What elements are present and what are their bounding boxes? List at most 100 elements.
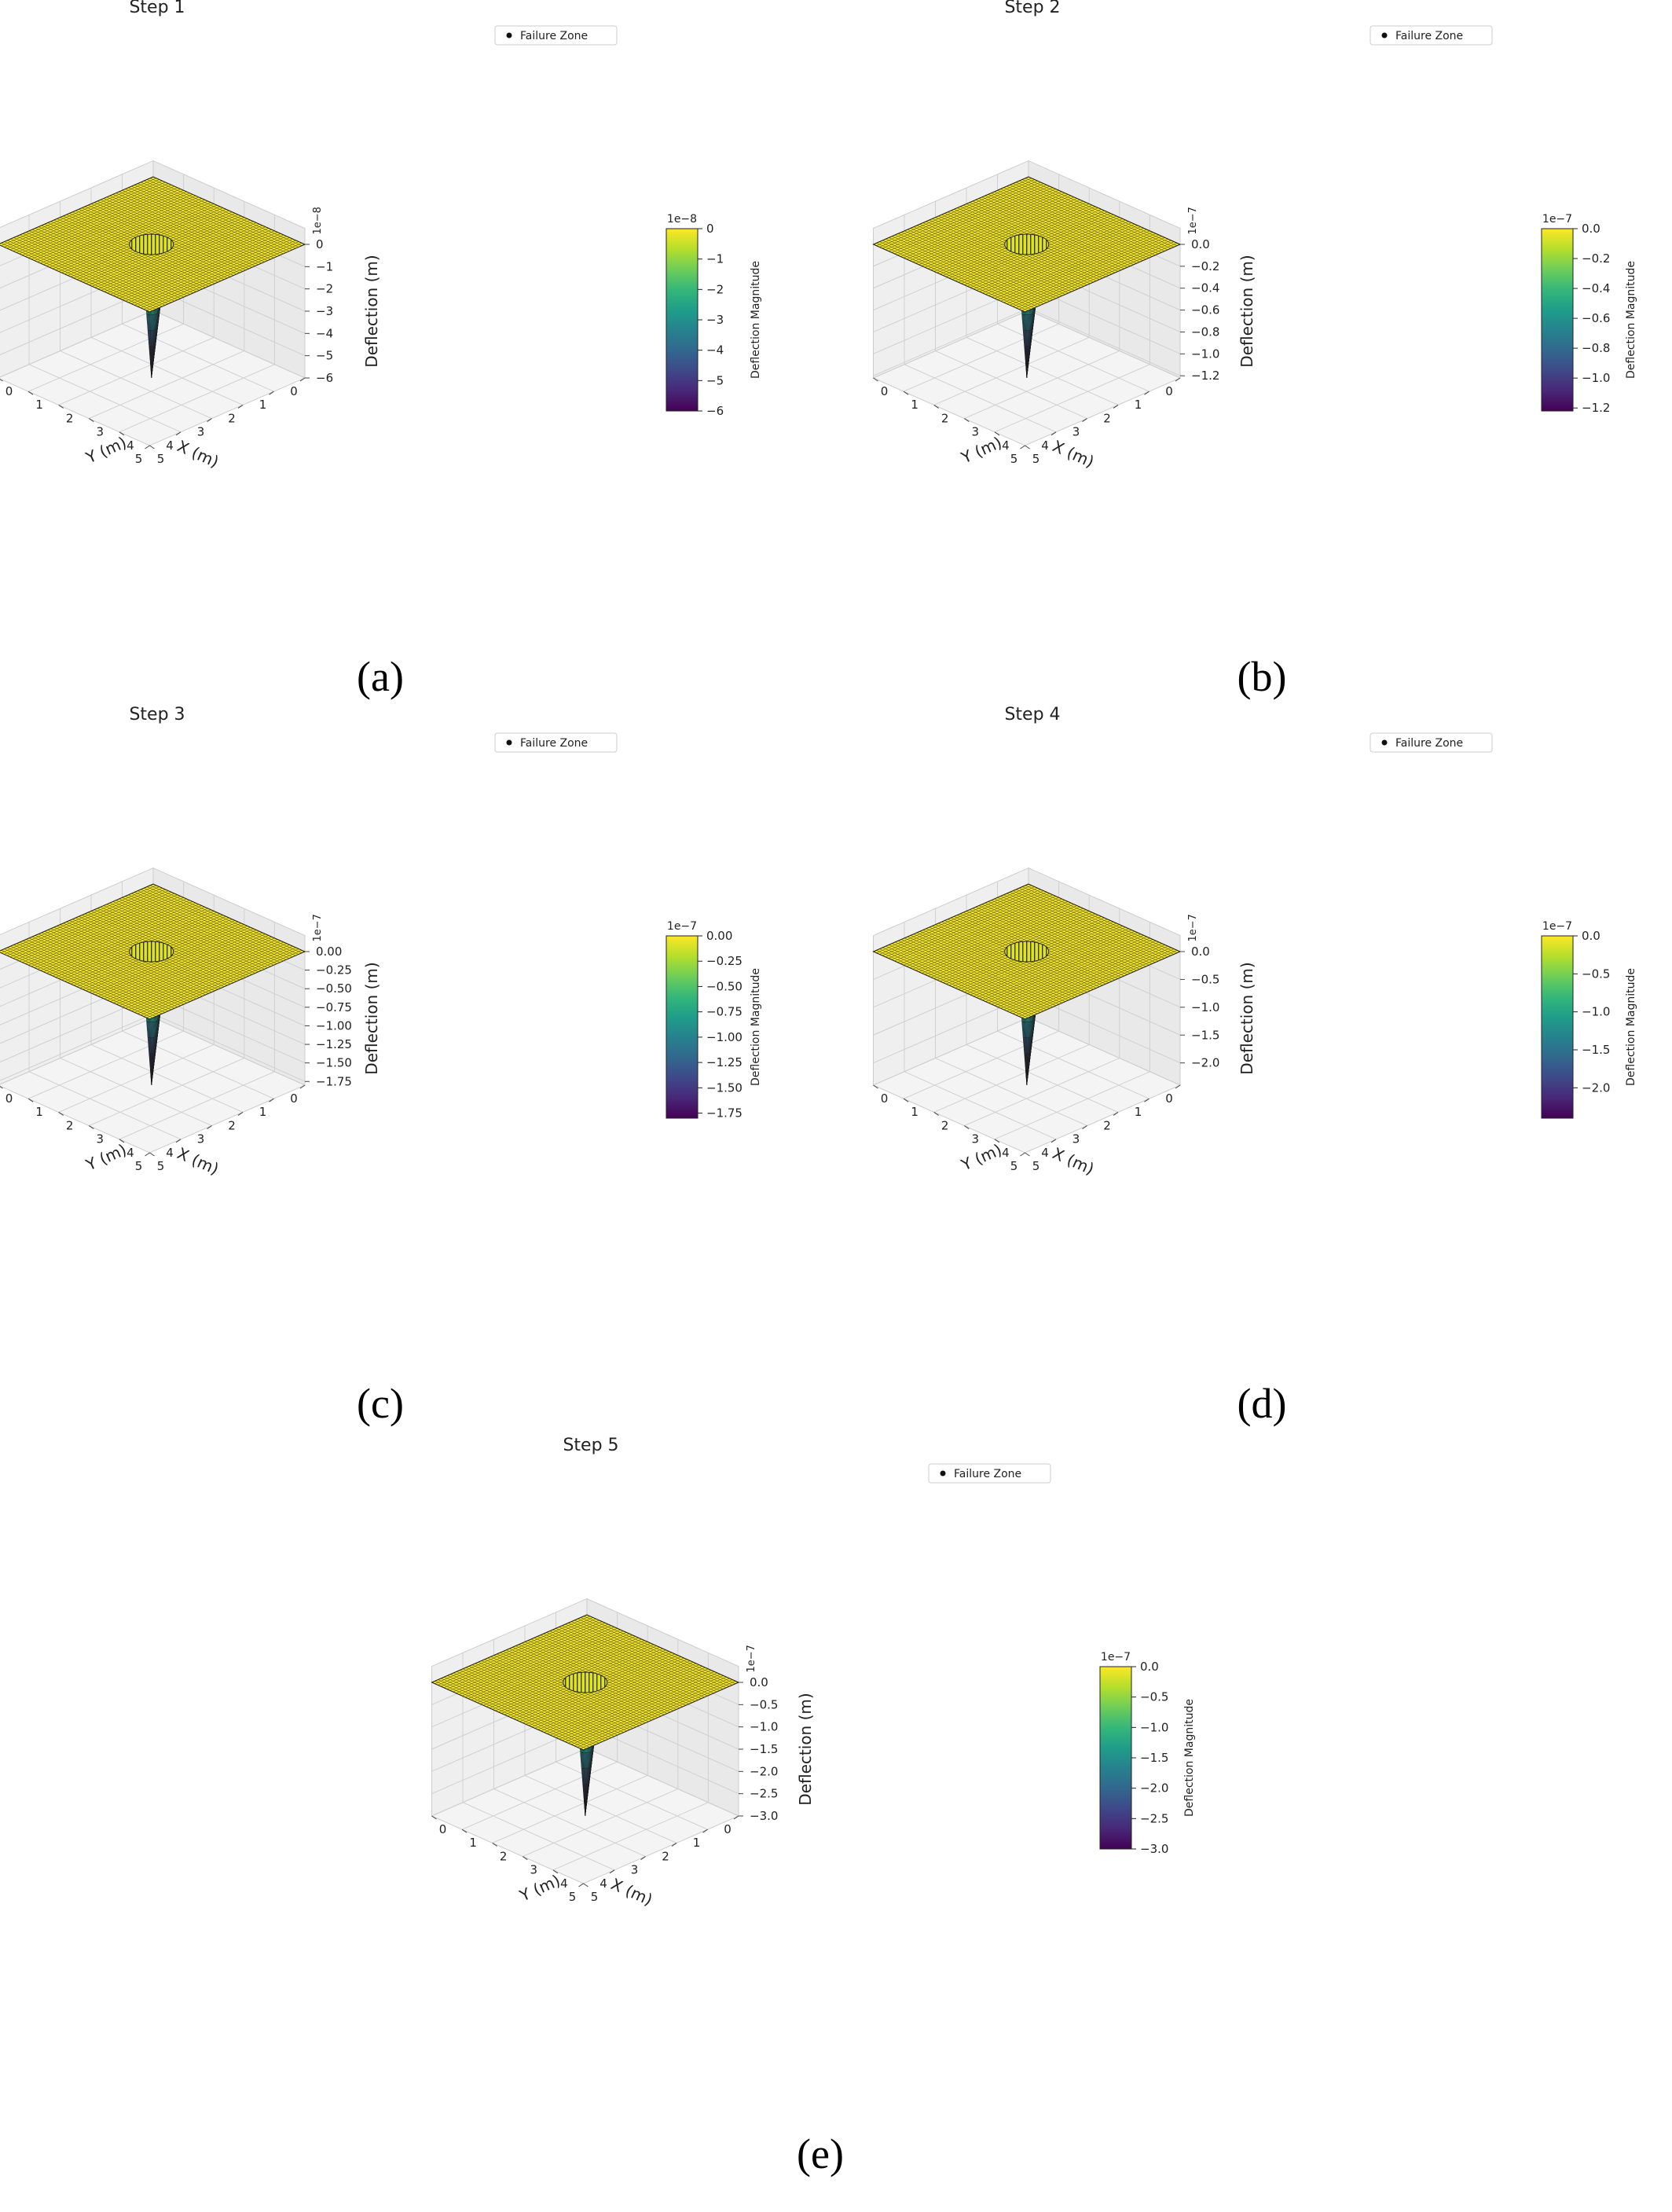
grid-line — [152, 1013, 306, 1082]
y-tick-label: 2 — [66, 1118, 74, 1132]
z-tick-label: −0.75 — [316, 1000, 352, 1014]
surface-mesh-line — [979, 223, 1135, 292]
x-tick-mark — [1175, 1084, 1181, 1089]
z-tick-label: −0.5 — [1191, 972, 1219, 986]
colorbar-tick-label: −0.5 — [1582, 967, 1610, 981]
z-tick-label: −1.00 — [316, 1018, 352, 1033]
y-tick-label: 3 — [972, 425, 980, 439]
x-tick-mark — [1050, 431, 1057, 436]
colorbar-offset-label: 1e−7 — [667, 920, 697, 933]
y-tick-mark — [1025, 1152, 1030, 1157]
surface-mesh-line — [976, 222, 1132, 291]
chart-title: Step 1 — [129, 0, 185, 17]
surface-mesh-line — [125, 233, 281, 302]
surface-mesh-line — [137, 945, 293, 1014]
legend-label: Failure Zone — [520, 30, 588, 42]
grid-line — [493, 1788, 646, 1858]
grid-line — [964, 350, 1120, 420]
colorbar-tick-label: −1.5 — [1140, 1751, 1168, 1765]
y-tick-mark — [903, 1098, 909, 1102]
y-tick-label: 0 — [881, 384, 889, 398]
surface-mesh-line — [932, 218, 1084, 287]
surface-mesh-line — [143, 948, 299, 1017]
surface-mesh-line — [28, 230, 182, 299]
z-tick-label: −1.50 — [316, 1056, 352, 1070]
grid-line — [58, 336, 214, 405]
x-tick-mark — [1082, 418, 1087, 423]
surface-mesh-line — [1021, 950, 1178, 1018]
colorbar-tick-label: 0 — [706, 222, 714, 236]
surface-mesh-line — [47, 222, 200, 291]
colorbar-tick-label: −0.8 — [1582, 341, 1610, 355]
legend-marker — [1381, 32, 1388, 39]
surface-mesh-line — [900, 939, 1054, 1007]
x-tick-label: 3 — [1072, 425, 1080, 439]
x-axis-label: X (m) — [174, 1143, 222, 1178]
z-tick-label: −1.0 — [1191, 1000, 1219, 1014]
surface-mesh-line — [967, 926, 1123, 994]
legend-marker — [940, 1470, 946, 1477]
z-tick-label: −3 — [316, 304, 333, 318]
surface-mesh-line — [116, 936, 272, 1005]
grid-line — [60, 350, 212, 420]
surface-mesh-line — [985, 934, 1141, 1002]
grid-line — [89, 1058, 244, 1127]
x-axis-label: X (m) — [1050, 436, 1097, 471]
surface-mesh-line — [916, 225, 1069, 294]
z-tick-label: −0.2 — [1191, 259, 1219, 273]
grid-line — [119, 1071, 275, 1140]
x-tick-label: 2 — [1103, 411, 1111, 425]
colorbar-tick-label: −3.0 — [1140, 1842, 1168, 1856]
x-tick-mark — [1020, 1152, 1025, 1157]
colorbar-tick-label: −2.0 — [1582, 1080, 1610, 1095]
surface-mesh-line — [916, 932, 1069, 1001]
surface-mesh-line — [125, 940, 281, 1009]
y-tick-label: 4 — [1002, 438, 1010, 453]
surface-mesh-line — [131, 943, 287, 1011]
x-tick-label: 1 — [693, 1836, 701, 1850]
grid-line — [152, 310, 306, 379]
grid-line — [552, 1802, 709, 1871]
colorbar-tick-label: −0.75 — [706, 1005, 742, 1019]
y-tick-label: 2 — [500, 1849, 508, 1863]
colorbar-offset-label: 1e−7 — [1101, 1651, 1131, 1664]
surface-mesh-line — [994, 230, 1150, 299]
legend-label: Failure Zone — [1395, 30, 1463, 42]
z-offset-label: 1e−7 — [312, 914, 324, 941]
colorbar-tick-label: 0.00 — [706, 929, 732, 943]
surface-mesh-line — [982, 932, 1138, 1001]
x-tick-label: 1 — [259, 1105, 267, 1119]
y-tick-label: 2 — [941, 411, 949, 425]
grid-line — [522, 1788, 678, 1858]
x-tick-mark — [1175, 377, 1181, 382]
x-tick-label: 5 — [135, 452, 143, 466]
y-tick-label: 0 — [6, 1091, 13, 1106]
y-tick-mark — [552, 1869, 559, 1874]
x-tick-mark — [207, 418, 212, 423]
y-tick-mark — [89, 418, 94, 423]
z-tick-label: −0.50 — [316, 981, 352, 996]
surface-mesh-line — [988, 228, 1144, 296]
surface-mesh-line — [967, 218, 1123, 287]
surface-mesh-line — [116, 229, 272, 298]
surface-mesh-line — [110, 934, 266, 1002]
colorbar-offset-label: 1e−7 — [1542, 920, 1572, 933]
surface-mesh-line — [526, 1656, 681, 1725]
surface-mesh-line — [994, 937, 1150, 1007]
z-tick-label: −1.0 — [1191, 347, 1219, 361]
surface-mesh-line — [453, 1672, 606, 1741]
y-tick-mark — [58, 1111, 64, 1116]
x-tick-mark — [1050, 1139, 1057, 1143]
grid-line — [966, 1044, 1119, 1113]
surface-mesh-line — [28, 937, 182, 1007]
surface-mesh-line — [97, 221, 254, 290]
caption-b: (b) — [1237, 653, 1287, 700]
grid-line — [492, 1774, 648, 1843]
x-tick-mark — [145, 445, 150, 449]
surface-mesh-line — [57, 218, 209, 287]
